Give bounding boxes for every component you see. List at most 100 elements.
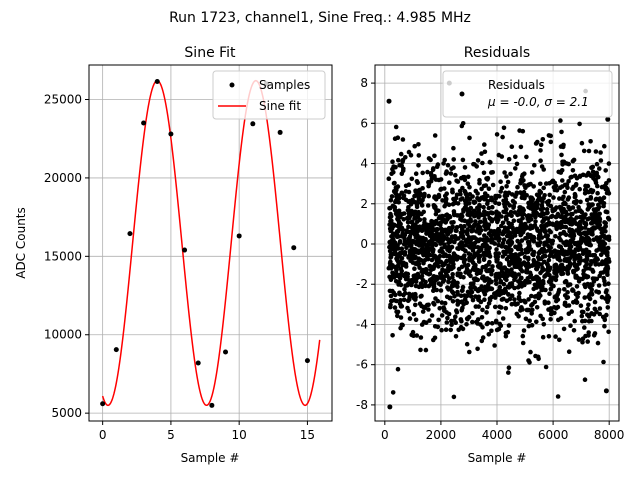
residual-point: [404, 229, 410, 235]
sample-point: [236, 233, 242, 239]
residual-point: [497, 194, 502, 199]
residual-point: [459, 227, 465, 232]
residual-point: [504, 268, 509, 274]
residual-point: [523, 250, 529, 255]
residual-point: [511, 203, 517, 209]
residual-point: [506, 220, 511, 226]
residual-point: [433, 177, 439, 182]
residual-point: [576, 247, 581, 253]
residual-point: [480, 160, 485, 166]
residual-point: [482, 219, 487, 225]
residual-point: [451, 209, 457, 214]
residual-point: [456, 236, 461, 241]
residual-point: [595, 219, 601, 225]
residual-point: [604, 312, 609, 318]
sine-fit-title: Sine Fit: [184, 45, 236, 61]
residual-point: [561, 230, 567, 235]
residual-point: [432, 203, 437, 209]
residual-point: [394, 271, 400, 277]
residual-point: [458, 191, 463, 197]
residual-point: [512, 301, 518, 307]
residual-point: [494, 132, 500, 137]
residual-point: [469, 289, 475, 295]
residual-point: [415, 237, 421, 243]
residual-point: [538, 279, 543, 285]
residual-point: [582, 231, 588, 236]
residual-point: [594, 196, 599, 202]
residual-point: [513, 244, 518, 250]
residual-point: [505, 179, 511, 185]
sample-point: [209, 402, 215, 408]
residual-point: [498, 305, 504, 310]
residual-point: [585, 216, 590, 222]
residual-point: [494, 209, 499, 215]
residual-point: [426, 307, 431, 312]
residual-point: [500, 240, 506, 246]
residual-point: [417, 217, 423, 223]
residual-point: [553, 334, 558, 339]
residual-point: [533, 353, 538, 359]
residual-point: [568, 323, 573, 329]
sine-fit-xtick-label: 10: [232, 428, 247, 442]
residual-point: [464, 300, 469, 305]
residual-point: [567, 207, 573, 212]
residual-point: [538, 181, 543, 187]
residual-point: [419, 322, 425, 327]
residual-point: [518, 232, 523, 238]
residual-point: [598, 252, 604, 258]
residual-point: [492, 304, 498, 310]
residual-point: [562, 200, 567, 205]
residual-point: [523, 236, 528, 241]
residual-point: [448, 171, 454, 176]
residual-point: [455, 280, 460, 286]
residual-point: [435, 238, 441, 244]
legend-residuals-marker: [459, 91, 465, 97]
residual-point: [442, 186, 447, 191]
residual-point: [516, 279, 521, 284]
residual-point: [431, 264, 437, 270]
residual-point: [584, 256, 590, 262]
residual-point: [598, 239, 604, 244]
residual-point: [409, 242, 414, 248]
residual-point: [426, 193, 432, 199]
residual-point: [443, 327, 449, 333]
residual-point: [451, 278, 457, 284]
residual-point: [498, 179, 503, 184]
residuals-xtick-label: 4000: [482, 428, 513, 442]
residual-point: [591, 237, 597, 242]
residual-point: [390, 333, 395, 338]
residual-point: [484, 310, 489, 315]
residual-point: [434, 255, 440, 260]
residual-point: [487, 259, 492, 265]
residual-point: [388, 304, 393, 310]
residual-point: [551, 195, 556, 200]
residual-point: [522, 282, 527, 288]
residual-point: [572, 240, 578, 246]
residual-point: [467, 184, 472, 190]
residual-point: [423, 320, 429, 326]
residual-point: [488, 210, 494, 215]
sine-fit-xlabel: Sample #: [181, 451, 240, 465]
residual-point: [563, 209, 568, 214]
residual-point: [568, 244, 574, 249]
residual-point: [590, 253, 596, 258]
residual-point: [450, 224, 455, 230]
residual-point: [415, 201, 420, 206]
residual-point: [543, 229, 548, 235]
residual-point: [395, 366, 401, 372]
residuals-ytick-label: -2: [356, 277, 368, 291]
residual-point: [507, 232, 512, 237]
residual-point: [429, 237, 435, 242]
residual-point: [548, 317, 553, 322]
sine-fit-grid: [89, 65, 332, 421]
residual-point: [543, 364, 549, 370]
residual-point: [564, 257, 569, 263]
residuals-ytick-label: 4: [360, 157, 368, 171]
residual-point: [566, 161, 571, 167]
residual-point: [476, 238, 481, 244]
residual-point: [413, 317, 419, 323]
residual-point: [582, 187, 588, 193]
residual-point: [441, 305, 446, 310]
residual-point: [414, 261, 419, 267]
residual-point: [411, 224, 417, 229]
